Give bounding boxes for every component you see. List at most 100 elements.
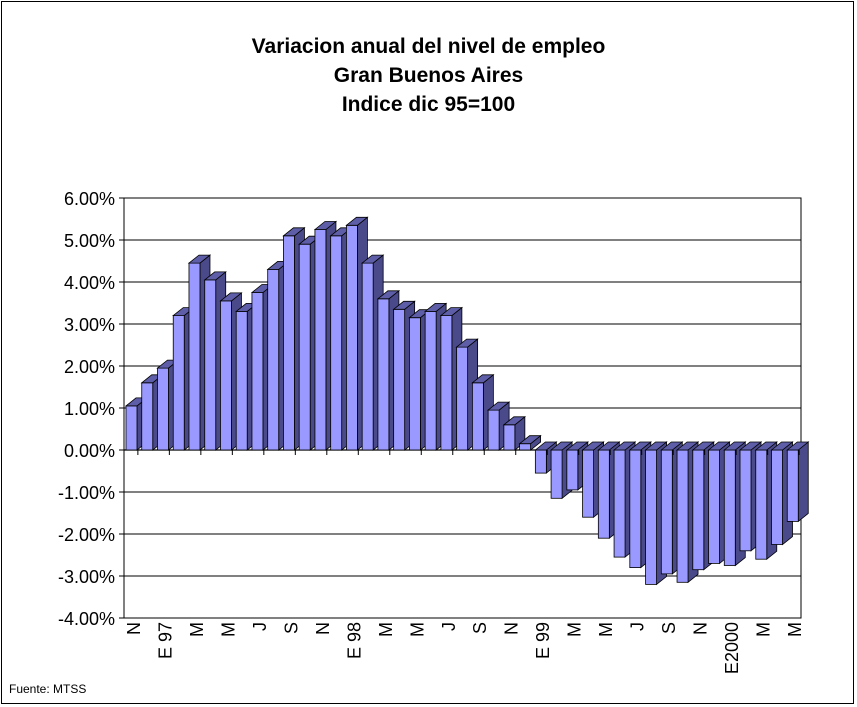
- bar: [188, 262, 201, 451]
- bar: [645, 449, 657, 585]
- chart-title-line-3: Indice dic 95=100: [341, 93, 516, 116]
- x-tick-label: M: [407, 622, 427, 637]
- bar: [408, 317, 421, 451]
- bar-top: [597, 441, 621, 451]
- bar: [314, 229, 327, 451]
- bar-top: [707, 441, 731, 451]
- bar-top: [423, 302, 448, 312]
- bar: [361, 262, 374, 451]
- bar-top: [518, 435, 542, 445]
- bar-top: [361, 254, 385, 264]
- bar: [550, 449, 563, 499]
- bar-top: [502, 416, 527, 426]
- y-tick-label: 6.00%: [64, 189, 115, 209]
- y-tick-label: -1.00%: [58, 483, 115, 503]
- x-tick-label: E2000: [722, 622, 742, 674]
- source-note: Fuente: MTSS: [9, 682, 87, 696]
- x-tick-label: J: [628, 622, 648, 631]
- bar: [755, 449, 768, 560]
- y-tick-label: 0.00%: [64, 441, 115, 461]
- bar-top: [675, 441, 700, 451]
- bar: [582, 449, 594, 518]
- bar: [157, 367, 169, 451]
- y-tick-label: -2.00%: [58, 525, 115, 545]
- bar-top: [219, 292, 243, 302]
- x-tick-label: M: [754, 622, 774, 637]
- bar-top: [439, 307, 464, 317]
- x-tick-label: N: [313, 622, 333, 635]
- bar: [629, 449, 642, 568]
- bar: [692, 449, 705, 571]
- bar: [330, 235, 343, 451]
- bar: [220, 300, 232, 451]
- x-tick-label: S: [470, 622, 490, 634]
- y-tick-label: 5.00%: [64, 231, 115, 251]
- y-tick-label: 3.00%: [64, 315, 115, 335]
- bar: [377, 298, 390, 451]
- x-tick-label: S: [281, 622, 301, 634]
- bar-top: [660, 441, 684, 451]
- bar: [393, 308, 406, 451]
- x-tick-label: M: [565, 622, 585, 637]
- bar: [456, 346, 469, 451]
- x-tick-label: M: [785, 622, 805, 637]
- bar-top: [313, 221, 338, 230]
- bar: [660, 449, 673, 575]
- bar-top: [581, 441, 605, 451]
- bar: [424, 310, 437, 451]
- y-tick-label: -4.00%: [58, 609, 115, 629]
- bar-top: [786, 441, 810, 451]
- bar: [346, 224, 358, 451]
- bar-top: [754, 441, 778, 451]
- bar: [786, 449, 799, 522]
- x-tick-label: M: [187, 622, 207, 637]
- bar-top: [628, 441, 652, 451]
- bar: [739, 449, 752, 552]
- x-tick-label: E 98: [344, 622, 364, 659]
- bar: [613, 449, 626, 558]
- y-tick-label: 1.00%: [64, 399, 115, 419]
- chart-title-line-2: Gran Buenos Aires: [333, 64, 524, 87]
- bar: [723, 449, 736, 566]
- bar-top: [392, 300, 416, 310]
- x-tick-label: M: [376, 622, 396, 637]
- bar: [503, 424, 516, 451]
- x-tick-label: J: [439, 622, 459, 631]
- bar-top: [187, 254, 212, 264]
- bar-side: [797, 441, 809, 523]
- bar-top: [612, 441, 637, 451]
- bar: [676, 449, 689, 583]
- bar: [251, 292, 264, 451]
- bar-top: [738, 441, 763, 451]
- x-tick-label: N: [691, 622, 711, 635]
- x-tick-label: M: [218, 622, 238, 637]
- bar-top: [565, 441, 589, 451]
- bar: [519, 443, 532, 451]
- bar-top: [455, 338, 479, 348]
- x-tick-label: J: [250, 622, 270, 631]
- chart-title-line-1: Variacion anual del nivel de empleo: [251, 35, 606, 58]
- y-tick-label: -3.00%: [58, 567, 115, 587]
- bar: [487, 409, 500, 451]
- bar: [125, 405, 138, 451]
- bar: [267, 268, 280, 451]
- bar-top: [549, 441, 574, 451]
- bar: [172, 315, 185, 451]
- bar-top: [471, 374, 495, 384]
- bar-top: [486, 401, 511, 411]
- x-tick-label: E 97: [155, 622, 175, 659]
- bar: [440, 315, 453, 451]
- bar-top: [345, 216, 369, 226]
- bar-top: [691, 441, 715, 451]
- bar-top: [770, 441, 794, 451]
- bar-top: [376, 290, 401, 300]
- bar: [298, 243, 311, 451]
- x-tick-label: N: [502, 622, 522, 635]
- x-tick-label: M: [596, 622, 616, 637]
- bar: [204, 279, 217, 451]
- x-tick-label: S: [659, 622, 679, 634]
- bar: [597, 449, 610, 539]
- x-tick-label: N: [124, 622, 144, 635]
- bar: [471, 382, 484, 451]
